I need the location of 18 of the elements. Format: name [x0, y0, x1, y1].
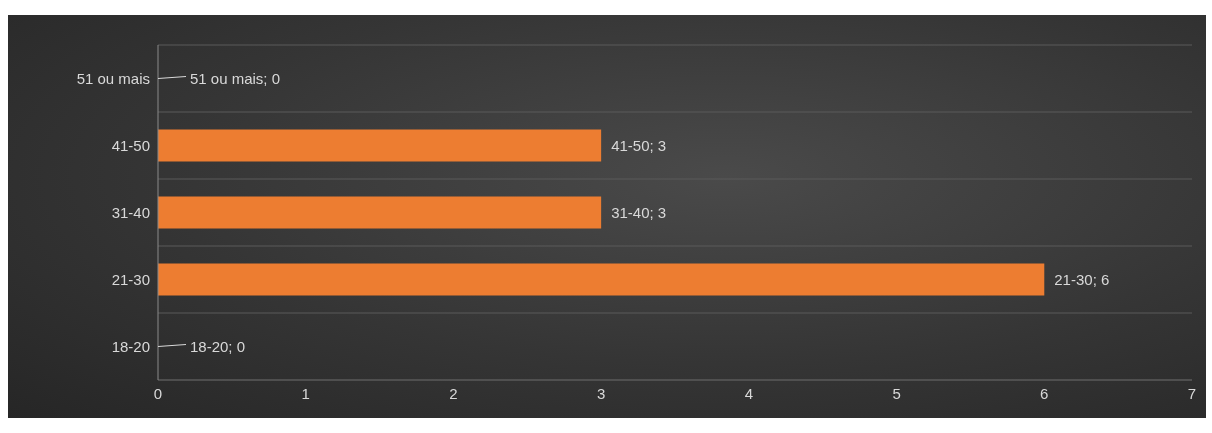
x-tick-label: 2	[449, 384, 458, 402]
x-tick-label: 1	[301, 384, 310, 402]
x-tick-label: 5	[892, 384, 901, 402]
x-tick-label: 0	[153, 384, 163, 402]
x-tick-label: 7	[1187, 384, 1197, 402]
data-label: 31-40; 3	[611, 204, 667, 221]
y-tick-label: 21-30	[111, 270, 150, 288]
y-tick-label: 41-50	[111, 136, 150, 154]
y-tick-label: 18-20	[111, 337, 150, 355]
x-tick-label: 4	[744, 384, 754, 402]
x-tick-label: 3	[596, 384, 606, 402]
data-label: 41-50; 3	[611, 137, 667, 154]
y-tick-label: 51 ou mais	[76, 69, 150, 87]
y-tick-label: 31-40	[111, 203, 150, 221]
data-label: 51 ou mais; 0	[190, 70, 281, 87]
x-tick-label: 6	[1040, 384, 1049, 402]
data-label: 18-20; 0	[190, 338, 246, 355]
data-label: 21-30; 6	[1054, 271, 1110, 288]
